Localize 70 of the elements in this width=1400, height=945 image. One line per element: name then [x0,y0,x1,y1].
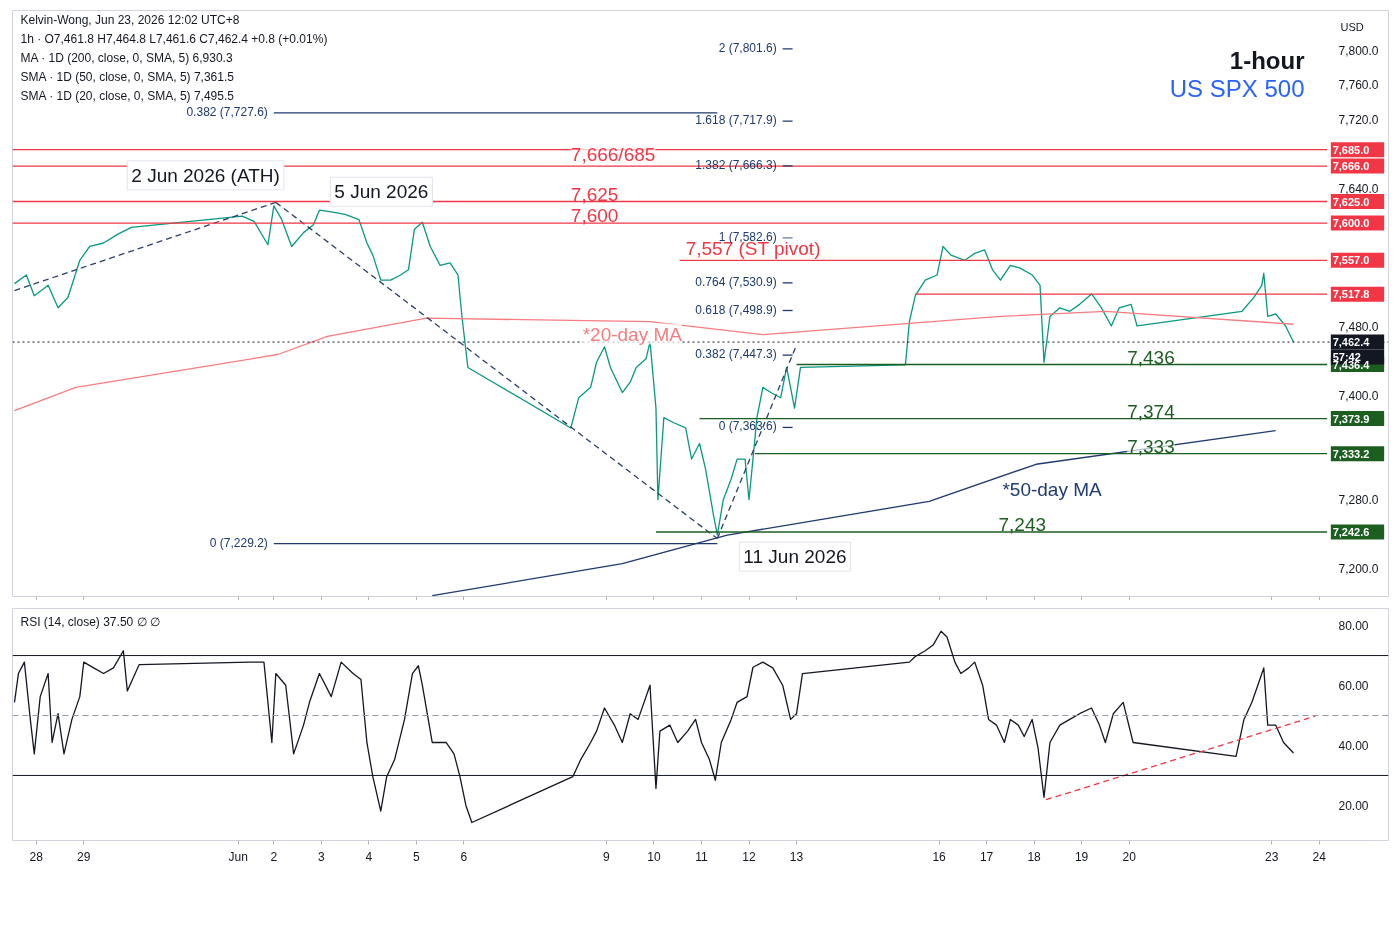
annotation: SMA · 1D (50, close, 0, SMA, 5) 7,361.5 [20,69,235,84]
x-tick-label: 13 [789,849,804,864]
annotation: 7,242.6 [1332,526,1370,539]
x-tick-label: 5 [413,849,421,864]
annotation: 0.382 (7,727.6) [186,104,268,119]
x-tick-label: 23 [1265,849,1279,864]
annotation: 7,243 [998,514,1047,536]
annotation: 7,625 [570,183,619,205]
x-tick-label: Jun [228,849,248,864]
x-tick-label: 11 [695,849,709,864]
annotation: 0.618 (7,498.9) [695,302,777,317]
annotation: 1h · O7,461.8 H7,464.8 L7,461.6 C7,462.4 +0.8 (+0.01%) [20,31,328,46]
y-tick-label: 20.00 [1338,798,1369,813]
annotation: 7,666.0 [1332,160,1370,173]
annotation: 2 (7,801.6) [718,40,777,55]
x-tick-label: 2 [270,849,278,864]
annotation: 11 Jun 2026 [743,546,847,568]
x-tick-label: 18 [1027,849,1042,864]
annotation: 0.764 (7,530.9) [695,274,777,289]
y-tick-label: 7,760.0 [1338,78,1379,93]
x-tick-label: 9 [603,849,611,864]
y-tick-label: 60.00 [1338,679,1369,694]
annotation: 7,600 [570,205,619,227]
text: US SPX 500 [1169,74,1305,102]
annotation: MA · 1D (200, close, 0, SMA, 5) 6,930.3 [20,50,233,65]
x-tick-label: 24 [1312,849,1327,864]
y-tick-label: 7,640.0 [1338,182,1379,197]
annotation: 5 Jun 2026 [334,181,429,203]
ref-line-label: 7,462.4 [1332,336,1371,349]
x-tick-label: 12 [742,849,757,864]
annotation: 7,685.0 [1332,143,1370,156]
text: RSI (14, close) 37.50 ∅ ∅ [20,614,160,629]
annotation: *50-day MA [1002,478,1103,500]
y-axis-title: USD [1340,20,1364,33]
x-tick-label: 19 [1074,849,1089,864]
y-tick-label: 7,280.0 [1338,493,1379,508]
y-tick-label: 7,480.0 [1338,320,1379,335]
annotation: 7,333 [1127,435,1175,457]
y-tick-label: 7,800.0 [1338,43,1379,58]
x-tick-label: 4 [365,849,373,864]
annotation: 7,557.0 [1332,254,1370,267]
x-tick-label: 29 [77,849,91,864]
annotation: 7,374 [1127,400,1176,422]
annotation: 7,333.2 [1332,447,1370,460]
text: 1-hour [1229,46,1305,74]
x-tick-label: 3 [318,849,326,864]
annotation: *20-day MA [582,323,683,345]
annotation: Kelvin-Wong, Jun 23, 2026 12:02 UTC+8 [20,12,240,27]
annotation: 2 Jun 2026 (ATH) [131,164,280,186]
x-tick-label: 28 [29,849,44,864]
annotation: 0.382 (7,447.3) [695,347,777,362]
x-tick-label: 16 [932,849,947,864]
x-tick-label: 6 [460,849,468,864]
annotation: SMA · 1D (20, close, 0, SMA, 5) 7,495.5 [20,88,235,103]
annotation: 1.618 (7,717.9) [695,113,777,128]
annotation: 7,517.8 [1332,288,1370,301]
x-tick-label: 10 [647,849,661,864]
x-tick-label: 17 [979,849,994,864]
annotation: 0 (7,229.2) [209,535,268,550]
annotation: 7,625.0 [1332,195,1370,208]
y-tick-label: 7,400.0 [1338,389,1379,404]
y-tick-label: 80.00 [1338,619,1369,634]
y-tick-label: 7,720.0 [1338,112,1379,127]
y-tick-label: 40.00 [1338,738,1369,753]
annotation: 7,436 [1127,346,1175,368]
annotation: 7,373.9 [1332,412,1370,425]
y-tick-label: 7,200.0 [1338,562,1379,577]
annotation: 7,666/685 [570,144,656,166]
annotation: 7,600.0 [1332,217,1370,230]
x-tick-label: 20 [1122,849,1137,864]
